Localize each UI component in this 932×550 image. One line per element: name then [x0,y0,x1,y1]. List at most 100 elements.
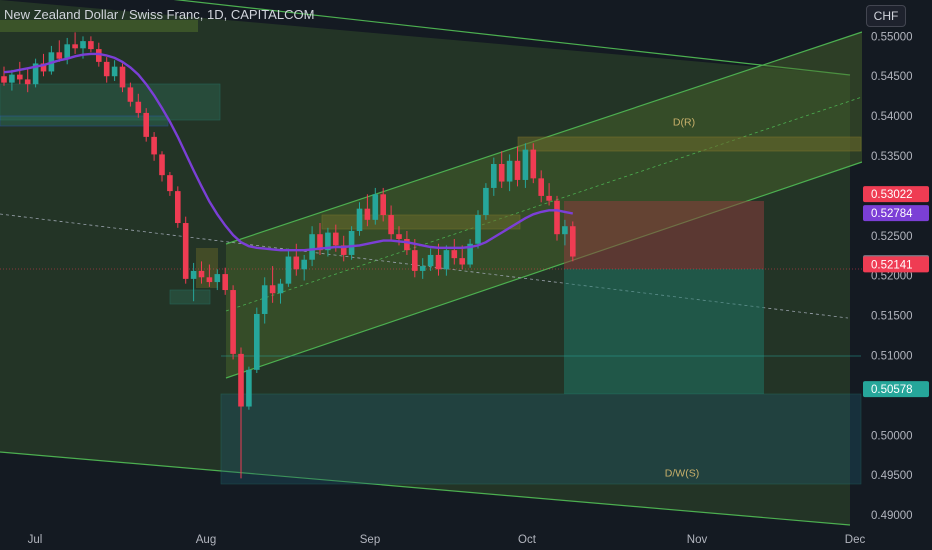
ascending-channel [226,32,862,378]
candle-body [467,243,473,265]
candle-body [80,41,86,49]
candle-body [167,175,173,192]
price-label-text: 0.52784 [871,208,913,220]
zone-left-top [0,83,221,121]
zone-upper-resistance [517,136,862,152]
time-tick-label: Nov [687,534,708,546]
candle-body [396,234,402,239]
candle-body [388,215,394,235]
candle-body [277,283,284,294]
candle-body [435,254,442,270]
candle-body [546,195,552,201]
candle-body [340,245,347,255]
position-stop-zone [564,201,764,269]
candle-body [538,178,544,196]
candle-body [562,226,568,235]
candle-body [522,149,529,180]
candle-body [64,44,70,59]
time-tick-label: Aug [196,534,216,546]
candle-body [1,76,7,83]
candle-body [451,250,458,259]
price-label-badge [863,186,929,203]
candle-body [317,234,323,251]
zone-annotation: D/W(S) [665,468,699,480]
price-tick-label: 0.52000 [871,271,913,283]
time-tick-label: Jul [28,534,43,546]
zone-low-left-2 [169,289,211,305]
descending-channel-bottom-line [0,451,851,526]
candle-body [96,49,102,62]
candle-body [404,238,410,251]
candle-body [119,66,126,88]
candle-body [269,285,276,294]
candle-body [254,313,260,370]
candle-body [198,270,205,278]
candle-body [356,208,363,232]
candle-body [348,231,355,255]
time-tick-label: Sep [360,534,380,546]
price-tick-label: 0.53500 [871,151,913,163]
price-label-badge [863,205,929,222]
candle-body [88,41,94,50]
candle-body [182,223,189,279]
descending-channel-top-line [173,0,851,76]
candle-body [380,194,386,216]
candle-body [427,254,434,267]
candle-body [325,232,331,251]
price-label-badge [863,381,929,398]
candle-body [570,226,576,257]
price-label-text: 0.53022 [871,189,913,201]
candle-body [238,353,244,407]
candle-body [333,232,339,246]
candle-body [293,256,300,270]
price-tick-label: 0.51500 [871,311,913,323]
candle-body [32,63,39,85]
candle-body [443,250,450,270]
price-axis-background [862,0,932,550]
candle-body [459,258,465,265]
price-tick-label: 0.51000 [871,350,913,362]
candle-body [127,87,134,102]
price-tick-label: 0.54000 [871,111,913,123]
candle-body [206,277,213,283]
position-target-zone [564,269,764,394]
candle-body [222,274,228,291]
candle-body [285,256,292,284]
ascending-channel-bottom-line [225,161,863,379]
candle-body [103,61,110,77]
candle-body [530,149,537,179]
zone-annotation: D(R) [673,117,695,129]
price-tick-label: 0.54500 [871,71,913,83]
candle-body [175,191,181,224]
candle-body [111,66,118,77]
candle-body [364,208,371,220]
price-tick-label: 0.49000 [871,510,913,522]
currency-button[interactable]: CHF [866,5,906,27]
zone-top-left-label-box [0,20,198,32]
time-tick-label: Oct [518,534,537,546]
candle-body [372,194,379,220]
candle-body [554,200,560,235]
candle-body [491,163,497,188]
candle-body [309,234,315,260]
candle-body [9,74,15,83]
price-label-text: 0.50578 [871,384,913,396]
ascending-channel-mid-line [225,96,863,312]
support-zone [220,393,862,485]
price-label-badge [863,256,929,273]
candle-body [230,290,236,354]
candle-body [151,136,157,155]
zone-left-thin [0,115,169,127]
price-axis[interactable]: 0.55000 0.54500 0.54000 0.53500 0.52500 0.520… [871,31,913,522]
price-tick-label: 0.49500 [871,470,913,482]
candle-body [56,52,63,59]
candle-body [135,101,142,113]
moving-average-line [3,52,574,252]
candle-body [40,63,47,72]
candle-body [301,259,307,270]
price-label-text: 0.52141 [871,259,913,271]
candle-body [143,112,149,137]
time-axis[interactable]: Jul Aug Sep Oct Nov Dec [28,534,866,546]
